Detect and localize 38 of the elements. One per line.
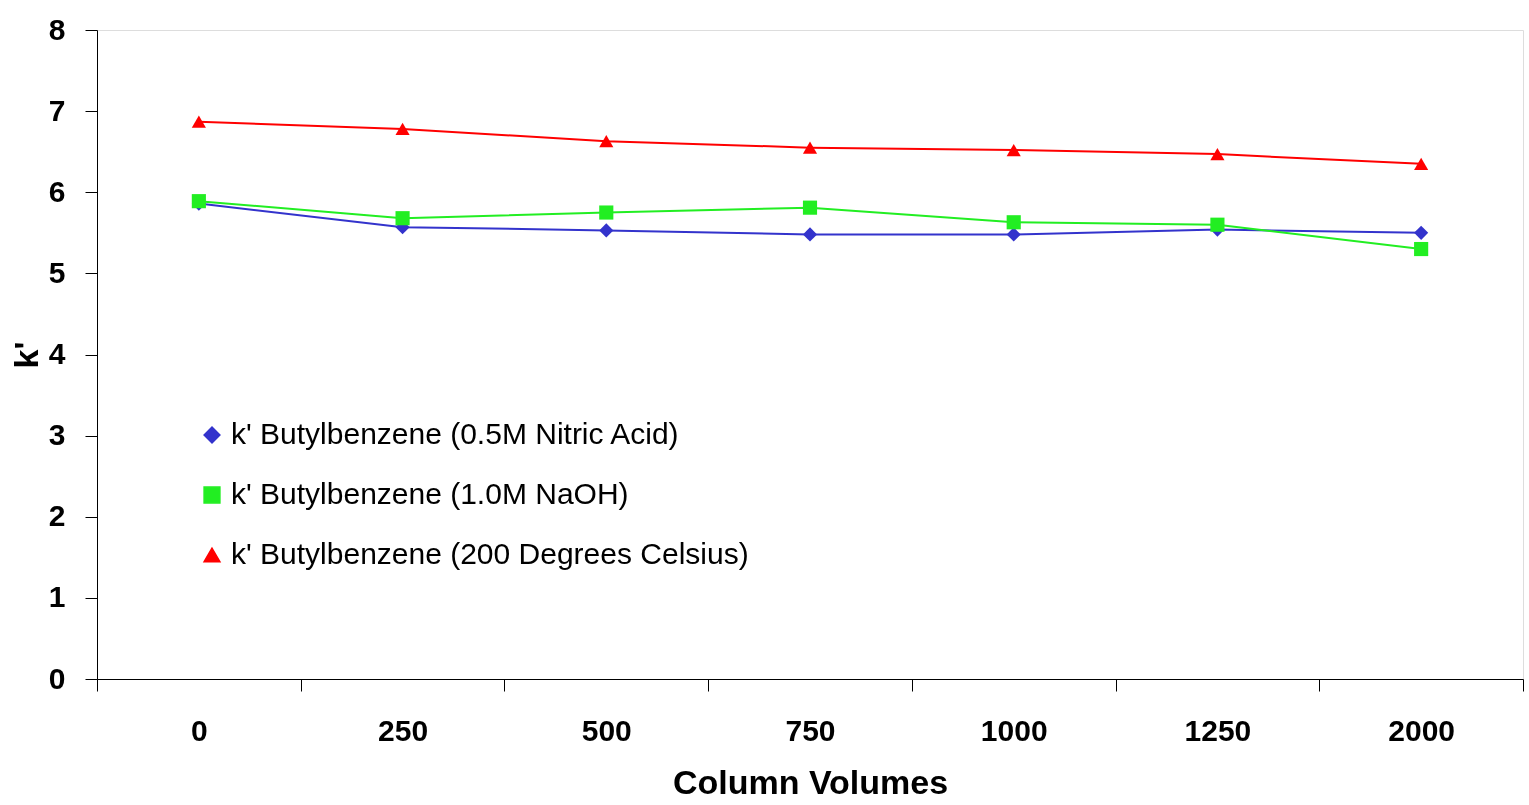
y-tick-label: 2 [48, 499, 66, 533]
point [599, 135, 614, 148]
point [191, 115, 206, 128]
y-axis-title: k' [6, 341, 45, 369]
x-tick-label: 1250 [1184, 713, 1252, 747]
y-tick-label: 6 [48, 174, 66, 208]
y-tick-label: 3 [48, 418, 66, 452]
y-tick-label: 7 [48, 93, 66, 127]
legend-label: k' Butylbenzene (0.5M Nitric Acid) [231, 417, 679, 450]
y-tick-label: 4 [48, 337, 66, 370]
x-tick-label: 0 [191, 713, 208, 747]
x-axis-title: Column Volumes [672, 762, 949, 801]
point [1414, 157, 1429, 170]
point [395, 122, 410, 136]
legend-label: k' Butylbenzene (200 Degrees Celsius) [231, 537, 749, 570]
x-tick-label: 2000 [1388, 713, 1456, 747]
point [599, 205, 614, 220]
point [1006, 215, 1021, 230]
point [599, 223, 614, 238]
point [395, 211, 410, 226]
point [1210, 148, 1225, 161]
point [1210, 217, 1225, 232]
point [1006, 143, 1021, 157]
x-tick-label: 500 [581, 713, 632, 747]
point [1414, 241, 1429, 257]
point [802, 227, 818, 242]
legend-label: k' Butylbenzene (1.0M NaOH) [231, 477, 629, 510]
x-tick-label: 1000 [980, 713, 1048, 747]
y-tick-label: 1 [48, 580, 66, 614]
y-tick-label: 8 [48, 12, 66, 46]
x-tick-label: 250 [378, 713, 429, 747]
point [802, 200, 818, 215]
x-tick-label: 750 [785, 713, 836, 747]
y-tick-label: 5 [48, 255, 66, 289]
y-tick-label: 0 [48, 661, 66, 695]
point [1006, 227, 1021, 242]
point [802, 141, 818, 154]
point [1414, 225, 1429, 240]
